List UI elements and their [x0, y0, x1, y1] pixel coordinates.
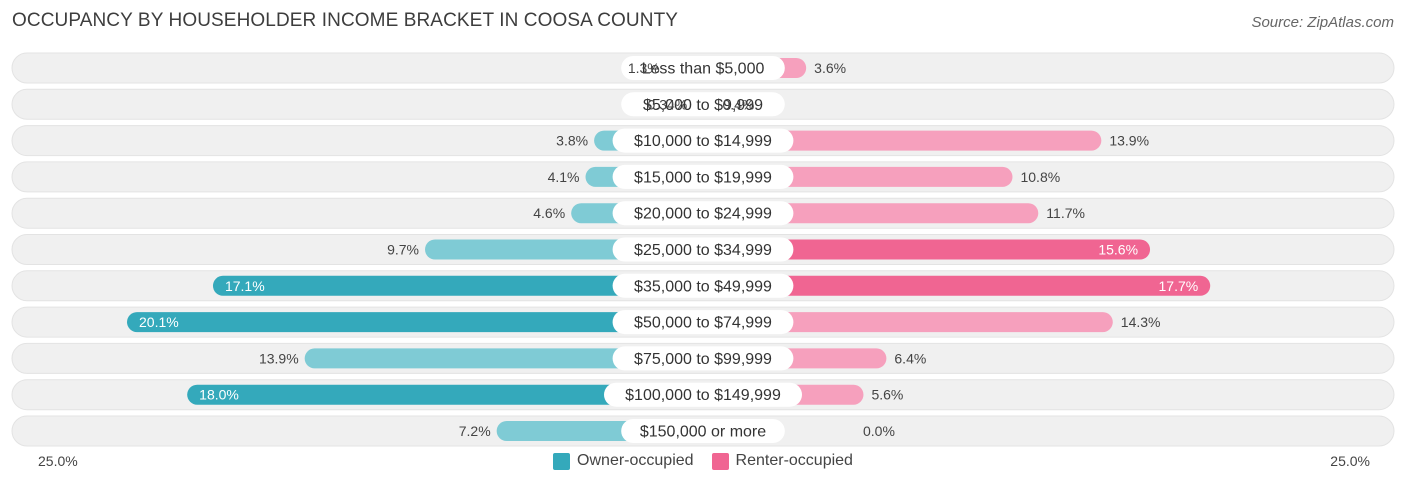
owner-bar[interactable] [212, 275, 703, 296]
category-pill [612, 164, 794, 189]
renter-value-label: 5.6% [871, 387, 903, 403]
category-label: $75,000 to $99,999 [634, 351, 772, 368]
renter-value-label: 6.4% [894, 350, 926, 366]
owner-value-label: 4.1% [548, 169, 580, 185]
row-50-000-to-74-999: $50,000 to $74,999 20.1% 14.3% [11, 306, 1395, 338]
owner-bar[interactable] [304, 348, 703, 369]
renter-value-label: 0.0% [863, 423, 895, 439]
renter-value-label: 3.6% [814, 60, 846, 76]
category-label: $20,000 to $24,999 [634, 206, 772, 223]
legend-swatch-renter [711, 452, 729, 470]
category-label: $100,000 to $149,999 [625, 387, 781, 404]
renter-bar[interactable] [703, 239, 1151, 260]
legend-item-owner[interactable]: Owner-occupied [553, 452, 694, 470]
row-10-000-to-14-999: $10,000 to $14,999 3.8% 13.9% [11, 125, 1395, 157]
category-pill [612, 273, 794, 298]
renter-value-label: 0.4% [722, 96, 754, 112]
legend: Owner-occupied Renter-occupied [0, 452, 1406, 470]
category-label: $50,000 to $74,999 [634, 315, 772, 332]
legend-label-renter: Renter-occupied [735, 452, 853, 469]
row-15-000-to-19-999: $15,000 to $19,999 4.1% 10.8% [11, 161, 1395, 193]
renter-value-label: 15.6% [1098, 242, 1138, 258]
row-35-000-to-49-999: $35,000 to $49,999 17.1% 17.7% [11, 270, 1395, 302]
renter-value-label: 11.7% [1046, 205, 1085, 221]
category-pill [612, 346, 794, 371]
source-label: Source: ZipAtlas.com [1251, 14, 1394, 31]
category-label: Less than $5,000 [642, 61, 765, 78]
renter-value-label: 13.9% [1109, 133, 1149, 149]
category-pill [612, 128, 794, 153]
category-pill [612, 310, 794, 335]
row-25-000-to-34-999: $25,000 to $34,999 9.7% 15.6% [11, 234, 1395, 265]
axis-right-label: 25.0% [1330, 453, 1370, 469]
chart-title: OCCUPANCY BY HOUSEHOLDER INCOME BRACKET … [12, 10, 679, 31]
renter-bar[interactable] [703, 130, 1102, 151]
owner-bar[interactable] [187, 384, 704, 405]
legend-item-renter[interactable]: Renter-occupied [711, 452, 853, 470]
axis-left-label: 25.0% [38, 453, 78, 469]
category-label: $25,000 to $34,999 [634, 242, 772, 259]
owner-value-label: 20.1% [139, 314, 179, 330]
category-pill [604, 382, 802, 407]
category-label: $15,000 to $19,999 [634, 169, 772, 186]
owner-value-label: 4.6% [533, 205, 565, 221]
owner-value-label: 9.7% [387, 242, 419, 258]
row-20-000-to-24-999: $20,000 to $24,999 4.6% 11.7% [11, 197, 1395, 229]
legend-swatch-owner [553, 452, 571, 470]
category-pill [621, 419, 785, 443]
owner-value-label: 17.1% [225, 278, 265, 294]
owner-value-label: 1.3% [628, 60, 660, 76]
renter-value-label: 17.7% [1159, 278, 1199, 294]
owner-value-label: 13.9% [259, 350, 299, 366]
renter-bar[interactable] [703, 312, 1113, 333]
category-pill [621, 56, 785, 80]
category-pill [621, 92, 785, 117]
legend-label-owner: Owner-occupied [577, 452, 694, 469]
renter-value-label: 14.3% [1121, 314, 1161, 330]
row-100-000-to-149-999: $100,000 to $149,999 18.0% 5.6% [11, 379, 1395, 411]
owner-value-label: 7.2% [459, 423, 491, 439]
renter-value-label: 10.8% [1020, 169, 1060, 185]
category-pill [612, 237, 794, 262]
owner-value-label: 0.34% [648, 96, 688, 112]
owner-bar[interactable] [127, 312, 703, 333]
category-pill [612, 201, 794, 226]
category-label: $35,000 to $49,999 [634, 278, 772, 295]
category-label: $5,000 to $9,999 [643, 97, 763, 114]
category-label: $10,000 to $14,999 [634, 133, 772, 150]
row-75-000-to-99-999: $75,000 to $99,999 13.9% 6.4% [11, 342, 1395, 374]
renter-bar[interactable] [703, 275, 1211, 296]
owner-value-label: 3.8% [556, 133, 588, 149]
category-label: $150,000 or more [640, 424, 766, 441]
owner-value-label: 18.0% [199, 387, 239, 403]
row-150-000-or-more: $150,000 or more 7.2% 0.0% [11, 415, 1395, 447]
